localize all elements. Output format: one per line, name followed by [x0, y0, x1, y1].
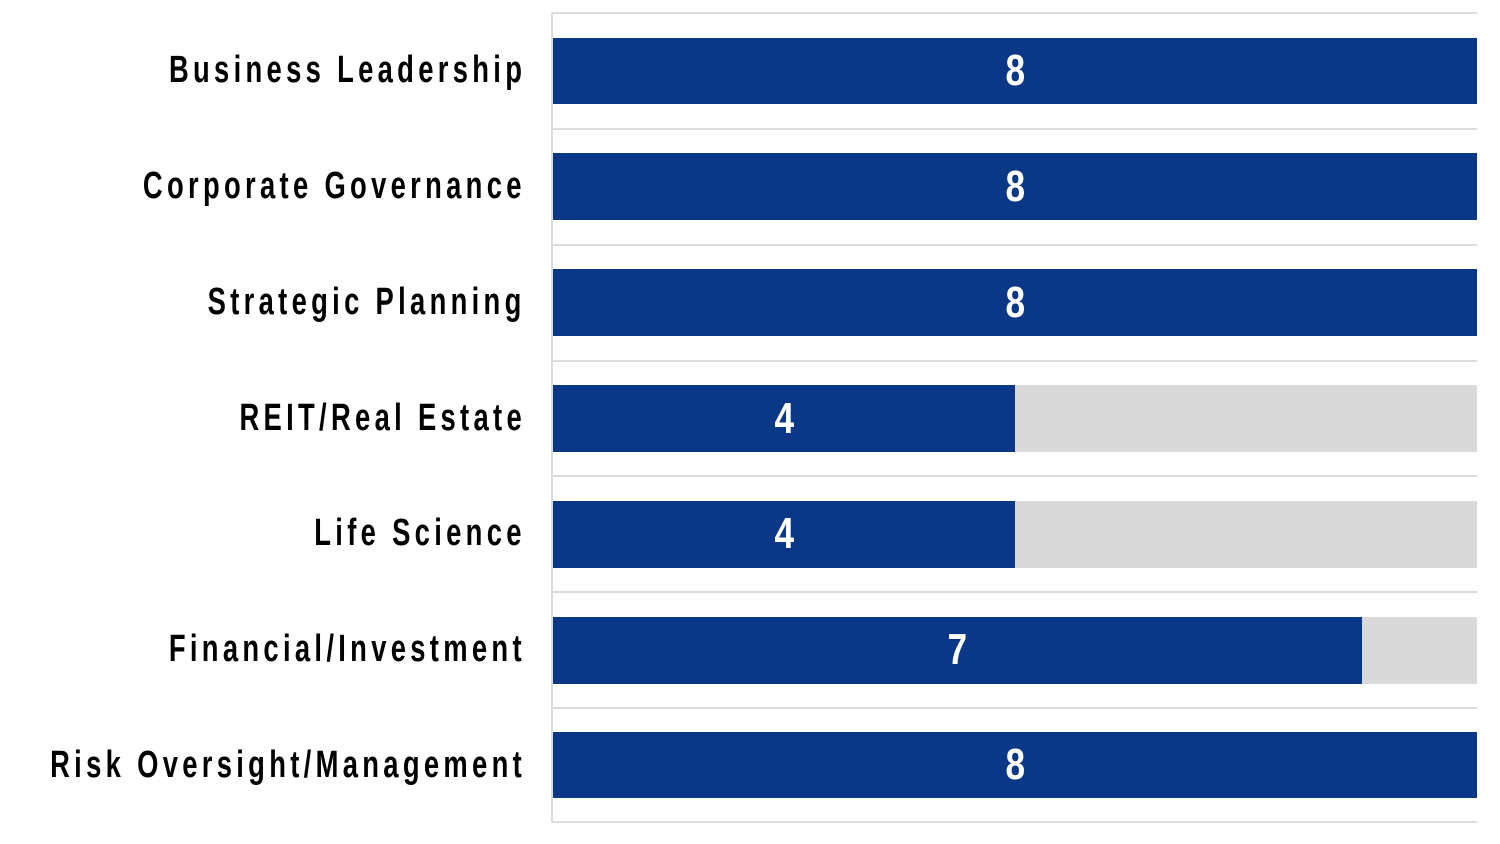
category-label: Financial/Investment — [168, 628, 526, 671]
category-label: Business Leadership — [168, 48, 526, 91]
bar-filled-segment: 4 — [553, 500, 1015, 568]
bar-remainder-segment — [1015, 385, 1477, 452]
bar-track: 7 — [553, 616, 1477, 684]
category-label-cell: Corporate Governance — [0, 128, 551, 244]
bar-remainder-segment — [1361, 616, 1477, 684]
category-label: Strategic Planning — [208, 280, 526, 323]
bar-plot-area: 7 — [551, 591, 1477, 708]
bar-plot-area: 8 — [551, 127, 1477, 244]
category-label-cell: Strategic Planning — [0, 244, 551, 360]
chart-row: Corporate Governance 8 — [0, 127, 1477, 244]
bar-filled-segment: 4 — [553, 385, 1015, 452]
bar-filled-segment: 8 — [553, 37, 1477, 105]
bar-value-label: 8 — [1005, 277, 1025, 327]
bar-filled-segment: 7 — [553, 616, 1362, 684]
bar-value-label: 4 — [774, 509, 794, 559]
bar-plot-area: 4 — [551, 475, 1477, 592]
bar-plot-area: 8 — [551, 243, 1477, 360]
category-label: Risk Oversight/Management — [50, 744, 526, 787]
bar-track: 8 — [553, 153, 1477, 221]
bar-track: 8 — [553, 732, 1477, 798]
category-label-cell: REIT/Real Estate — [0, 360, 551, 476]
chart-row: Financial/Investment 7 — [0, 591, 1477, 708]
category-label-cell: Business Leadership — [0, 12, 551, 128]
category-label-cell: Risk Oversight/Management — [0, 707, 551, 823]
chart-row: Business Leadership 8 — [0, 12, 1477, 128]
category-label: Life Science — [314, 512, 526, 555]
bar-value-label: 4 — [774, 393, 794, 443]
bar-filled-segment: 8 — [553, 732, 1477, 798]
bar-plot-area: 8 — [551, 12, 1477, 128]
bar-value-label: 8 — [1005, 45, 1025, 95]
chart-row: REIT/Real Estate 4 — [0, 359, 1477, 476]
bar-track: 4 — [553, 385, 1477, 452]
bar-value-label: 8 — [1005, 740, 1025, 790]
bar-plot-area: 4 — [551, 359, 1477, 476]
chart-row: Life Science 4 — [0, 475, 1477, 592]
bar-value-label: 8 — [1005, 161, 1025, 211]
bar-filled-segment: 8 — [553, 269, 1477, 337]
category-label-cell: Life Science — [0, 475, 551, 591]
bar-remainder-segment — [1015, 500, 1477, 568]
bar-track: 8 — [553, 269, 1477, 337]
bar-value-label: 7 — [947, 625, 968, 675]
category-label: Corporate Governance — [143, 164, 526, 207]
category-label-cell: Financial/Investment — [0, 591, 551, 707]
bar-track: 4 — [553, 500, 1477, 568]
chart-row: Risk Oversight/Management 8 — [0, 707, 1477, 824]
bar-filled-segment: 8 — [553, 153, 1477, 221]
bar-plot-area: 8 — [551, 707, 1477, 824]
bar-track: 8 — [553, 37, 1477, 105]
category-label: REIT/Real Estate — [239, 396, 526, 439]
chart-row: Strategic Planning 8 — [0, 243, 1477, 360]
